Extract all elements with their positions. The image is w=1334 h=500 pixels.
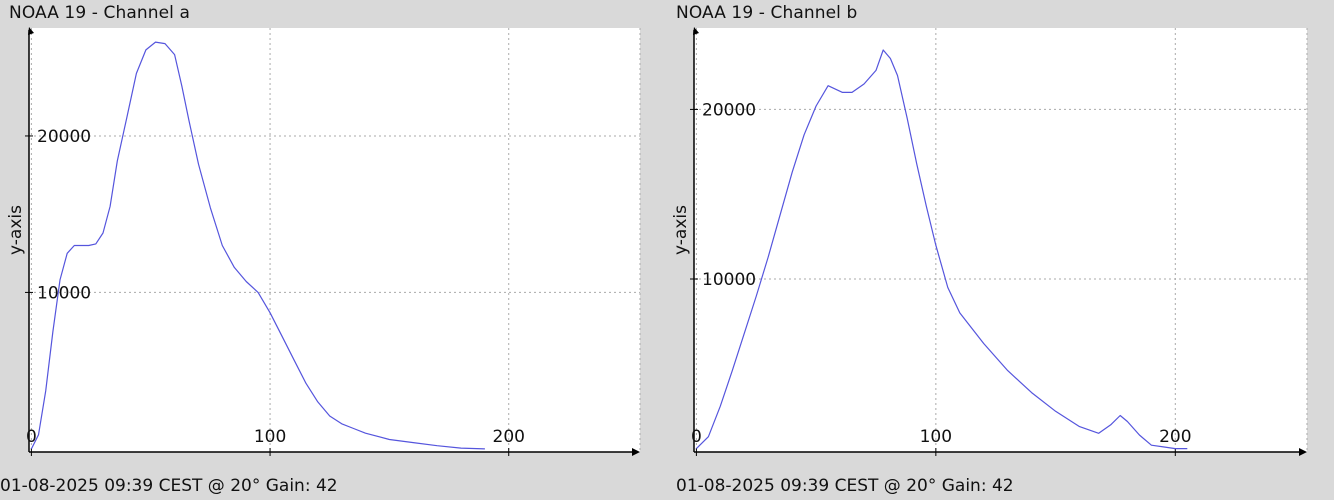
chart-b: 0 100 200 10000 20000 y-axis xyxy=(671,27,1308,456)
chart-footer: 01-08-2025 09:39 CEST @ 20° Gain: 42 xyxy=(676,476,1014,496)
y-tick-label: 10000 xyxy=(702,270,756,290)
x-axis-arrow xyxy=(632,448,640,456)
y-axis-label: y-axis xyxy=(671,205,691,255)
chart-panel-channel-b: NOAA 19 - Channel b 0 100 200 10000 20000 y-a… xyxy=(667,0,1334,500)
y-axis-arrow xyxy=(28,27,34,35)
x-tick-label: 200 xyxy=(1159,427,1191,447)
x-tick-label: 200 xyxy=(493,427,525,447)
y-tick-label: 20000 xyxy=(37,127,91,147)
x-tick-label: 0 xyxy=(691,427,702,447)
x-tick-label: 100 xyxy=(254,427,286,447)
plot-area xyxy=(694,28,1307,452)
chart-title: NOAA 19 - Channel b xyxy=(676,3,858,23)
plot-area xyxy=(29,28,640,452)
x-axis-arrow xyxy=(1299,448,1307,456)
y-tick-label: 10000 xyxy=(37,283,91,303)
y-axis-label: y-axis xyxy=(6,205,26,255)
y-tick-label: 20000 xyxy=(702,100,756,120)
chart-a: 0 100 200 10000 20000 y-axis xyxy=(6,27,641,456)
x-tick-label: 100 xyxy=(920,427,952,447)
series-line xyxy=(695,49,1188,450)
x-tick-label: 0 xyxy=(26,427,37,447)
series-line xyxy=(30,41,485,450)
chart-footer: 01-08-2025 09:39 CEST @ 20° Gain: 42 xyxy=(0,476,338,496)
chart-panel-channel-a: NOAA 19 - Channel a 0 100 200 10000 20000 y-a… xyxy=(0,3,641,496)
y-axis-arrow xyxy=(693,27,699,35)
chart-title: NOAA 19 - Channel a xyxy=(9,3,191,23)
